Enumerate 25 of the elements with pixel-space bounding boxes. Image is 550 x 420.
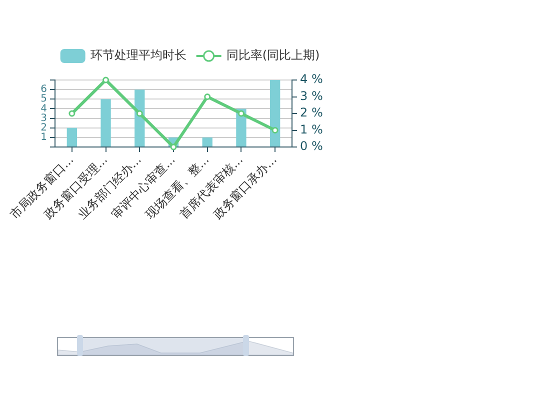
y-tick-label: 5 bbox=[40, 94, 47, 105]
point bbox=[136, 110, 143, 117]
y-tick-label: 1 bbox=[40, 132, 47, 144]
y2-tick-label: 0 % bbox=[300, 139, 323, 154]
bar bbox=[66, 128, 78, 146]
bar bbox=[100, 99, 111, 146]
bar bbox=[270, 80, 280, 146]
bar bbox=[134, 90, 145, 146]
point bbox=[170, 144, 177, 150]
point bbox=[68, 110, 76, 117]
y-tick-label: 3 bbox=[40, 112, 47, 124]
y-tick-label: 4 bbox=[40, 103, 47, 114]
point bbox=[272, 127, 278, 134]
point bbox=[238, 110, 244, 117]
y2-tick-label: 3 % bbox=[300, 88, 323, 103]
point bbox=[204, 94, 211, 100]
legend-label: 同比率(同比上期) bbox=[226, 48, 320, 62]
bar bbox=[202, 137, 212, 146]
y-tick-label: 2 bbox=[40, 122, 47, 134]
legend-label: 环节处理平均时长 bbox=[90, 48, 186, 62]
y2-tick-label: 1 % bbox=[300, 122, 323, 136]
y-tick-label: 6 bbox=[40, 84, 47, 96]
y2-tick-label: 4 % bbox=[300, 72, 323, 86]
point bbox=[102, 76, 110, 84]
y2-tick-label: 2 % bbox=[300, 106, 323, 120]
